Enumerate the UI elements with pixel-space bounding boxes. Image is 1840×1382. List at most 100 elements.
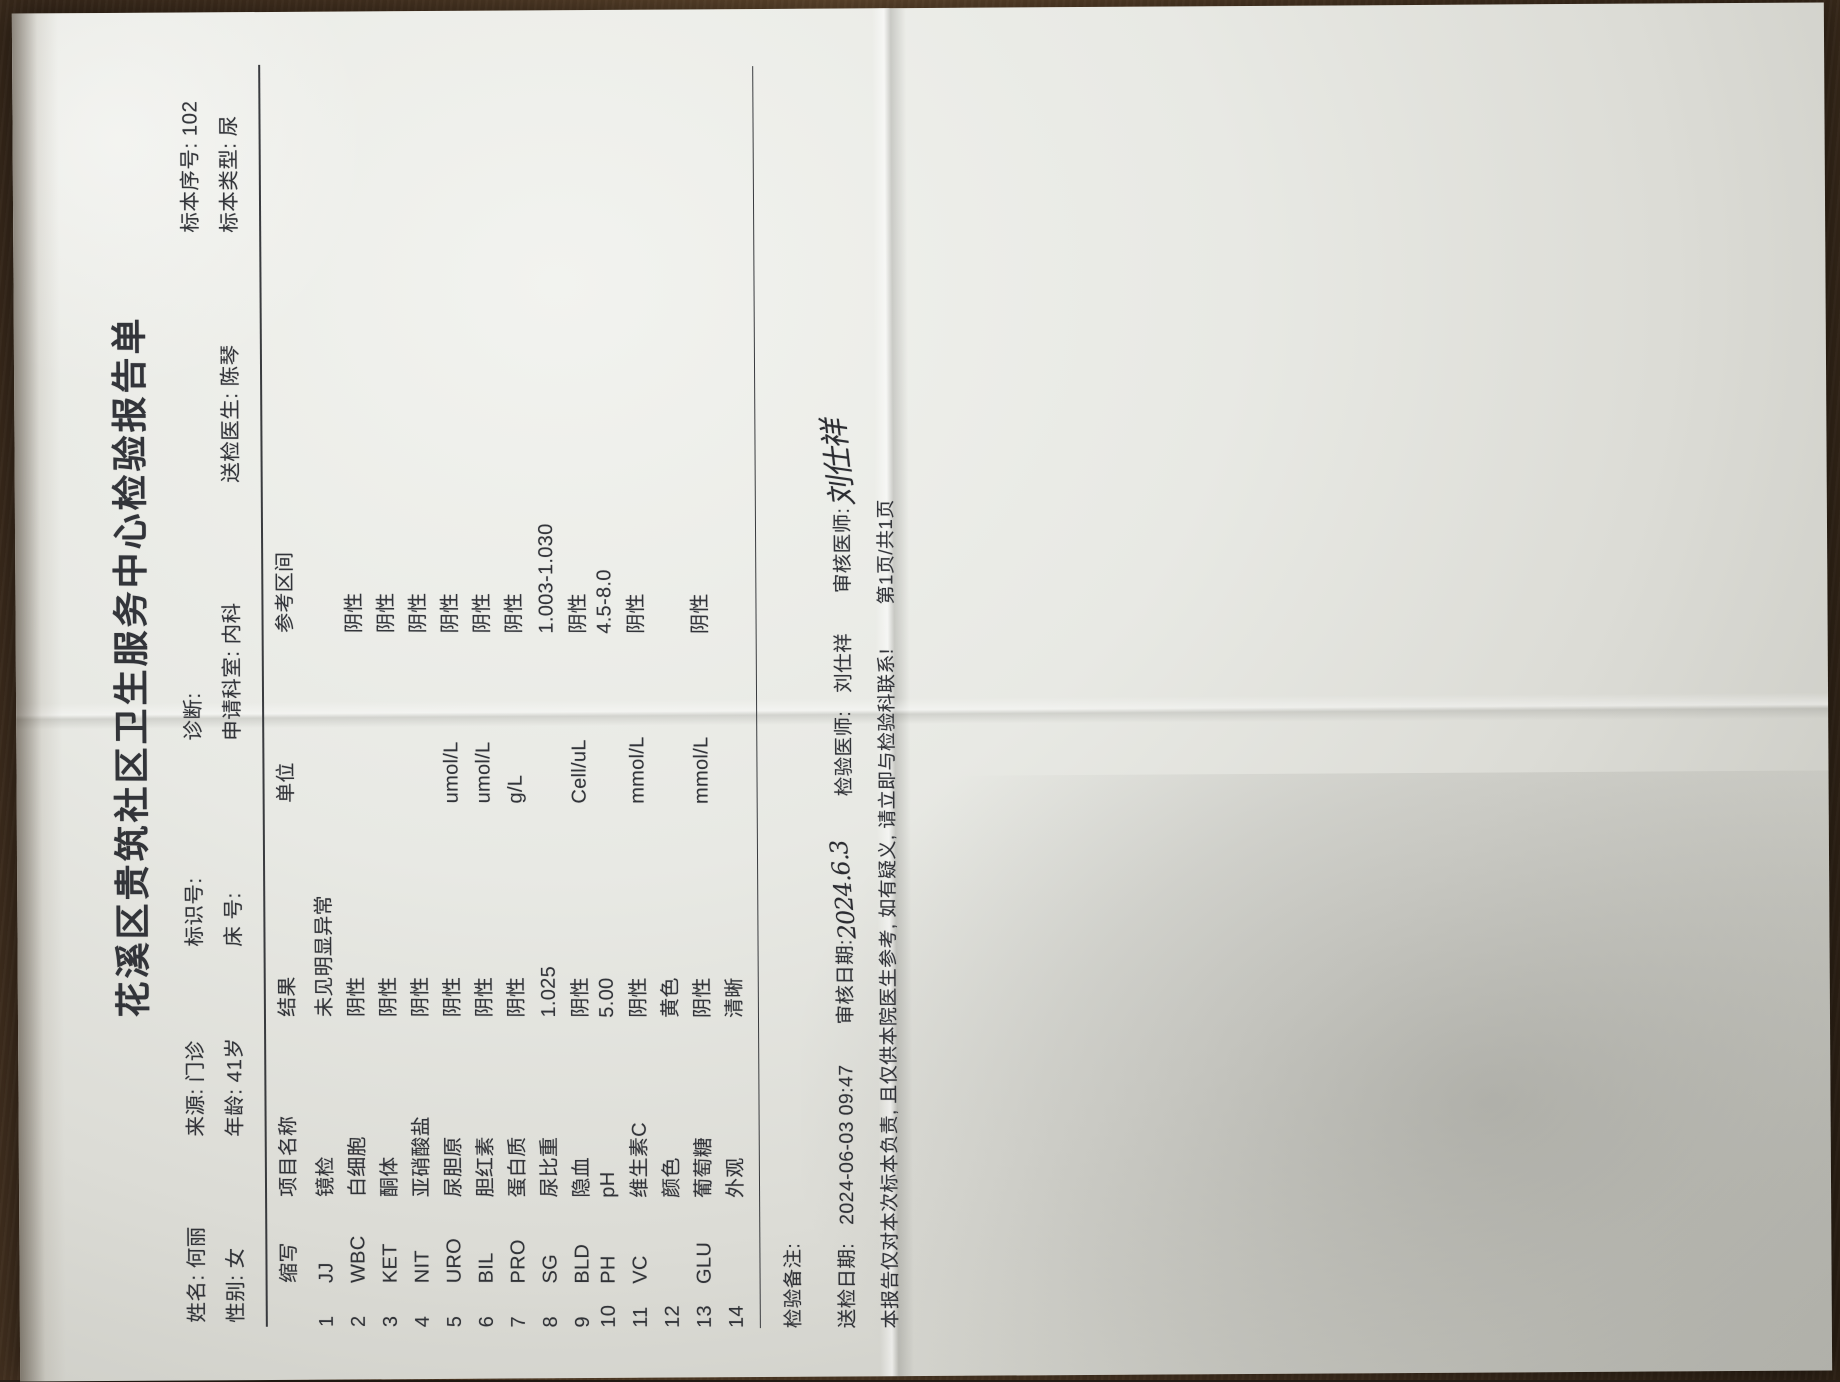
cell-unit: g/L — [497, 633, 530, 803]
patient-name-field: 姓名: 何丽 — [178, 1137, 218, 1323]
cell-reference: 阴性 — [365, 65, 400, 633]
diagnosis-label: 诊断: — [182, 692, 205, 740]
cell-no: 2 — [340, 1283, 372, 1327]
cell-abbr — [654, 1198, 687, 1284]
cell-reference: 阴性 — [333, 65, 368, 633]
patient-source-field: 来源: 门诊 — [177, 947, 217, 1137]
cell-abbr: BLD — [564, 1198, 597, 1284]
patient-age-field: 年龄: 41岁 — [215, 947, 255, 1137]
cell-no: 8 — [532, 1283, 564, 1327]
send-doctor-value: 陈琴 — [219, 344, 242, 386]
department-value: 内科 — [220, 602, 243, 644]
department-label: 申请科室: — [221, 650, 245, 740]
cell-no: 13 — [686, 1284, 718, 1328]
disclaimer-line: 本报告仅对本次标本负责, 且仅供本院医生参考, 如有疑义, 请立即与检验科联系!… — [868, 66, 903, 1328]
send-doctor-field: 送检医生: 陈琴 — [211, 233, 251, 483]
cell-result: 阴性 — [338, 803, 371, 1017]
cell-unit: mmol/L — [683, 634, 716, 804]
cell-abbr: SG — [532, 1197, 565, 1283]
send-date-label: 送检日期: — [830, 1243, 860, 1328]
patient-id-label: 标识号: — [183, 877, 206, 946]
patient-gender-value: 女 — [224, 1247, 247, 1268]
cell-result: 阴性 — [498, 803, 531, 1017]
send-date-value: 2024-06-03 09:47 — [835, 1064, 859, 1224]
remark-label: 检验备注: — [782, 1243, 805, 1328]
cell-reference — [711, 66, 746, 634]
diagnosis-field: 诊断: — [174, 483, 215, 741]
col-header-abbr: 缩写 — [267, 1197, 309, 1283]
patient-bed-field: 床 号: — [214, 741, 254, 947]
disclaimer-text: 本报告仅对本次标本负责, 且仅供本院医生参考, 如有疑义, 请立即与检验科联系! — [872, 648, 903, 1328]
sample-no-label: 标本序号: — [179, 142, 203, 232]
cell-abbr: KET — [372, 1197, 405, 1283]
patient-bed-label: 床 号: — [222, 892, 245, 946]
cell-result: 阴性 — [402, 803, 435, 1017]
cell-result: 5.00 — [594, 804, 621, 1018]
cell-abbr — [718, 1198, 751, 1284]
cell-abbr: JJ — [308, 1197, 341, 1283]
col-header-unit: 单位 — [264, 633, 306, 803]
paper-sheet: 花溪区贵筑社区卫生服务中心检验报告单 姓名: 何丽 来源: 门诊 标识号: 诊断… — [12, 2, 1832, 1381]
col-header-result: 结果 — [265, 803, 307, 1017]
cell-reference — [647, 66, 682, 634]
audit-date-signature: 2024.6.3 — [825, 839, 862, 940]
cell-abbr: GLU — [686, 1198, 719, 1284]
patient-name-value: 何丽 — [185, 1226, 208, 1268]
cell-result: 阴性 — [370, 803, 403, 1017]
cell-result: 阴性 — [434, 803, 467, 1017]
col-header-no — [267, 1283, 308, 1327]
cell-unit — [369, 633, 402, 803]
cell-no: 3 — [372, 1283, 404, 1327]
cell-name: 颜色 — [653, 1018, 686, 1198]
patient-info-row-2: 性别: 女 年龄: 41岁 床 号: 申请科室: 内科 送检医生: 陈琴 — [210, 67, 257, 1323]
patient-gender-label: 性别: — [224, 1274, 247, 1322]
cell-reference — [301, 65, 336, 633]
patient-source-value: 门诊 — [184, 1040, 207, 1082]
cell-unit: umol/L — [465, 633, 498, 803]
cell-result: 阴性 — [562, 804, 595, 1018]
patient-info-block: 姓名: 何丽 来源: 门诊 标识号: 诊断: 标本序号: — [171, 41, 257, 1351]
cell-unit — [305, 633, 338, 803]
cell-abbr: WBC — [340, 1197, 373, 1283]
cell-name: 维生素C — [621, 1018, 654, 1198]
cell-unit — [715, 634, 748, 804]
cell-name: 隐血 — [563, 1018, 596, 1198]
cell-name: 葡萄糖 — [685, 1018, 718, 1198]
cell-name: 镜检 — [307, 1017, 340, 1197]
cell-unit — [593, 634, 620, 804]
patient-age-label: 年龄: — [223, 1088, 246, 1136]
test-doctor-value: 刘仕祥 — [827, 633, 856, 693]
cell-name: 亚硝酸盐 — [403, 1017, 436, 1197]
patient-name-label: 姓名: — [186, 1274, 209, 1322]
report-footer: 检验备注: 送检日期: 2024-06-03 09:47 审核日期: 2024.… — [769, 42, 903, 1352]
sample-type-value: 尿 — [217, 115, 240, 136]
audit-doctor-signature: 刘仕祥 — [809, 419, 862, 510]
col-header-name: 项目名称 — [266, 1017, 308, 1197]
paper-shadow — [799, 770, 1833, 1382]
sample-no-field-value: 标本序号: 102 — [171, 67, 211, 233]
department-field: 申请科室: 内科 — [213, 483, 254, 741]
patient-age-value: 41岁 — [223, 1037, 246, 1082]
cell-reference: 1.003-1.030 — [525, 66, 560, 634]
cell-result: 阴性 — [620, 804, 653, 1018]
cell-result: 阴性 — [466, 803, 499, 1017]
cell-unit: umol/L — [433, 633, 466, 803]
cell-no: 6 — [468, 1283, 500, 1327]
audit-date-label: 审核日期: — [828, 939, 858, 1024]
cell-reference: 阴性 — [429, 65, 464, 633]
cell-abbr: URO — [436, 1197, 469, 1283]
cell-result: 1.025 — [530, 804, 563, 1018]
cell-reference: 阴性 — [557, 66, 592, 634]
cell-no: 4 — [404, 1283, 436, 1327]
cell-reference: 阴性 — [397, 65, 432, 633]
cell-result: 阴性 — [684, 804, 717, 1018]
cell-name: 蛋白质 — [499, 1017, 532, 1197]
cell-unit — [401, 633, 434, 803]
cell-reference: 阴性 — [493, 65, 528, 633]
cell-no: 9 — [564, 1284, 596, 1328]
cell-no: 5 — [436, 1283, 468, 1327]
patient-source-label: 来源: — [184, 1088, 207, 1136]
sample-type-label: 标本类型: — [218, 143, 242, 233]
